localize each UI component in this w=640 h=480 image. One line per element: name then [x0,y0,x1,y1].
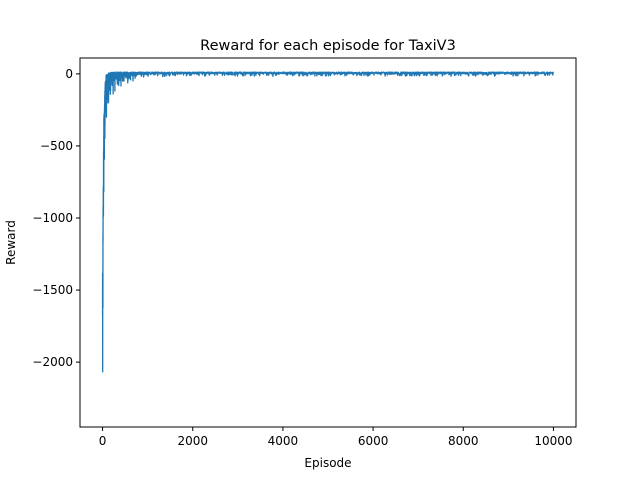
x-axis-label: Episode [304,456,351,470]
x-tick-label: 10000 [534,434,572,448]
y-tick-label: −1500 [32,283,73,297]
y-tick-label: −500 [40,139,73,153]
y-tick-label: −2000 [32,355,73,369]
series-layer [101,71,555,373]
plot-frame [79,57,577,428]
y-tick-label: −1000 [32,211,73,225]
x-tick-label: 4000 [268,434,299,448]
y-tick-label: 0 [65,67,73,81]
x-tick-label: 2000 [177,434,208,448]
reward-series-line [101,71,555,373]
x-axis: 0 2000 4000 6000 8000 10000 [99,427,573,448]
x-tick-label: 8000 [448,434,479,448]
chart-title: Reward for each episode for TaxiV3 [200,38,456,54]
x-tick-label: 6000 [358,434,389,448]
y-axis: 0 −500 −1000 −1500 −2000 [32,67,80,369]
x-tick-label: 0 [99,434,107,448]
y-axis-label: Reward [4,220,18,265]
